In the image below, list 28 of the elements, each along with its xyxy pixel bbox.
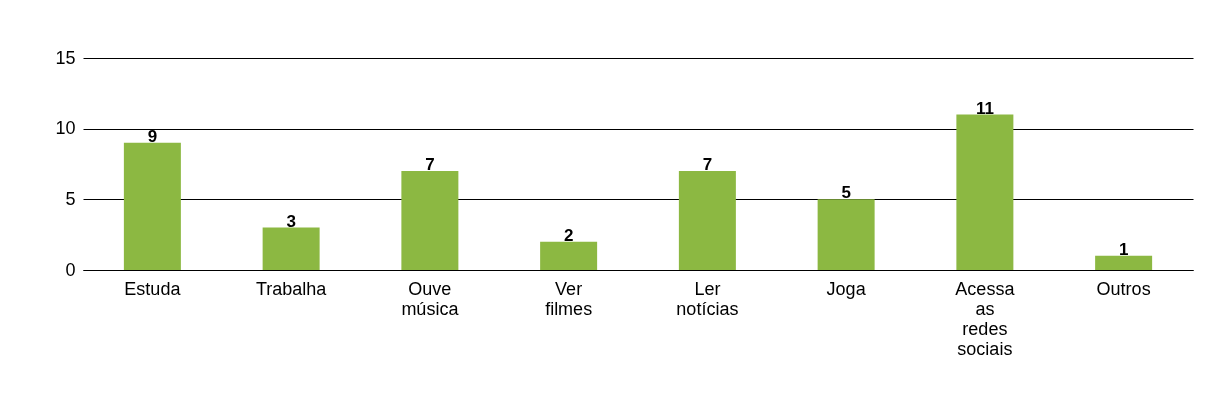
data-label: 9 [147, 126, 158, 146]
y-tick-label: 10 [55, 118, 76, 139]
y-tick-label: 5 [65, 188, 76, 209]
x-tick-label: Estuda [124, 278, 182, 299]
bar [678, 171, 736, 270]
x-tick-label: Joga [826, 278, 867, 299]
x-tick-label: Acessa as redes sociais [955, 278, 1016, 359]
bar [401, 171, 459, 270]
x-tick-label: Ver filmes [545, 278, 593, 319]
data-label: 7 [425, 155, 435, 175]
x-tick-label: Outros [1096, 278, 1151, 299]
y-tick-label: 0 [65, 259, 76, 280]
bar [1095, 255, 1153, 270]
data-label: 3 [286, 211, 296, 231]
data-label: 7 [702, 155, 713, 175]
bar [540, 241, 598, 270]
bar [123, 142, 181, 270]
data-label: 5 [841, 183, 851, 203]
bar [262, 227, 320, 270]
x-tick-label: Trabalha [255, 278, 328, 299]
x-tick-label: Ouve música [401, 278, 460, 319]
x-tick-label: Ler notícias [676, 278, 739, 319]
bar [817, 199, 875, 270]
data-label: 1 [1118, 239, 1129, 259]
y-tick-label: 15 [55, 47, 76, 68]
bar [956, 114, 1014, 270]
data-label: 2 [563, 225, 574, 245]
data-label: 11 [975, 98, 994, 118]
